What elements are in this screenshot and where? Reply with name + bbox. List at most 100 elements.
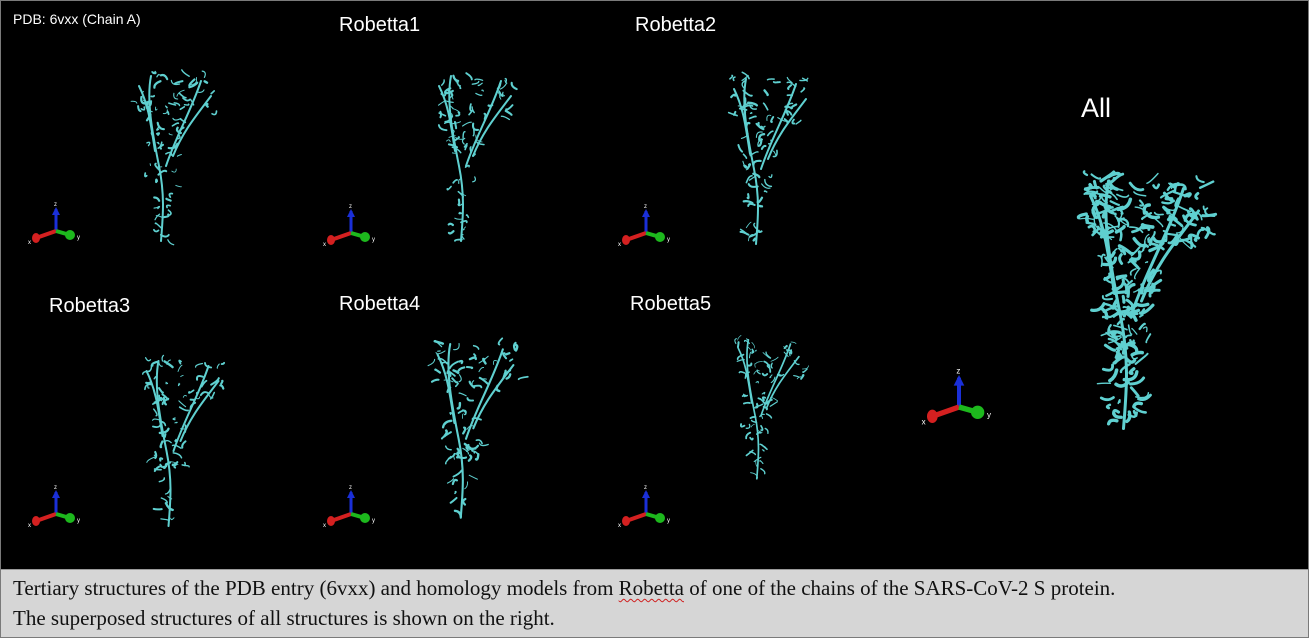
ribbon-segment [172,417,176,421]
ribbon-segment [199,391,210,397]
ribbon-segment [1112,411,1123,419]
ribbon-segment [155,132,161,136]
ribbon-segment [458,374,462,383]
ribbon-segment [464,144,468,151]
ribbon-segment [446,185,452,191]
ribbon-segment [763,360,771,368]
ribbon-segment [458,359,464,365]
ribbon-segment [1109,200,1120,206]
ribbon-segment [747,346,751,351]
axis-y-label: y [372,518,375,524]
ribbon-segment [435,350,446,355]
ribbon-segment [760,125,766,128]
ribbon-segment [447,230,455,235]
ribbon-segment [505,373,512,380]
axis-x-cone [327,235,335,245]
axis-z-arrow [642,209,650,217]
ribbon-segment [465,72,473,81]
ribbon-segment [1186,209,1198,220]
ribbon-segment [190,99,195,106]
ribbon-segment [1142,203,1151,215]
ribbon-segment [220,361,226,366]
ribbon-segment [1119,230,1123,242]
ribbon-segment [764,427,769,435]
ribbon-strand [448,75,464,242]
ribbon-segment [802,368,808,374]
ribbon-segment [499,82,508,90]
ribbon-strand [179,380,220,442]
ribbon-segment [195,362,204,368]
ribbon-segment [1138,322,1146,331]
axis-y-cone [655,232,665,242]
ribbon-segment [739,230,750,236]
ribbon-segment [1121,294,1126,304]
ribbon-segment [159,440,164,449]
ribbon-segment [1076,212,1088,220]
ribbon-segment [1125,334,1132,339]
ribbon-segment [174,421,178,424]
ribbon-segment [1116,193,1130,198]
ribbon-segment [761,443,767,448]
ribbon-segment [1142,244,1148,252]
axis-y-label: y [77,235,80,241]
molecular-viewer: PDB: 6vxx (Chain A) Robetta1 Robetta2 Ro… [1,1,1308,568]
ribbon-segment [1141,226,1151,232]
ribbon-segment [1117,398,1121,405]
ribbon-segment [130,100,138,104]
ribbon-segment [439,110,443,119]
ribbon-segment [1193,237,1198,242]
axis-z-arrow [347,490,355,498]
ribbon-segment [478,367,485,373]
ribbon-segment [466,397,475,402]
ribbon-segment [1085,221,1097,227]
ribbon-segment [763,190,768,193]
ribbon-segment [770,116,775,123]
ribbon-segment [745,423,751,429]
ribbon-segment [759,443,768,451]
ribbon-segment [1130,250,1142,261]
axis-x-cone [32,233,40,243]
ribbon-segment [1108,205,1125,214]
axis-x-label: x [28,523,31,529]
ribbon-segment [748,233,754,242]
ribbon-segment [760,144,767,150]
ribbon-segment [1132,236,1146,248]
ribbon-segment [1099,396,1115,402]
ribbon-strand [138,85,156,152]
ribbon-segment [473,450,479,455]
axis-z-arrow [642,490,650,498]
ribbon-segment [449,496,458,504]
ribbon-segment [448,360,459,370]
ribbon-segment [777,117,787,122]
ribbon-segment [512,341,517,351]
ribbon-segment [211,110,218,116]
ribbon-segment [1129,376,1146,386]
ribbon-segment [455,137,464,140]
ribbon-strand [447,343,464,519]
ribbon-strand [155,360,172,527]
ribbon-segment [452,74,460,83]
ribbon-segment [1107,337,1123,351]
ribbon-segment [178,92,187,99]
ribbon-segment [755,380,759,384]
ribbon-segment [1153,211,1164,216]
ribbon-segment [178,406,189,412]
ribbon-segment [181,461,186,467]
ribbon-segment [1144,210,1161,220]
ribbon-segment [753,370,760,375]
ribbon-segment [1140,308,1146,314]
spellcheck-marked-word: Robetta [618,576,684,600]
ribbon-segment [474,452,480,461]
ribbon-segment [750,423,755,428]
ribbon-segment [1137,393,1152,401]
ribbon-segment [478,442,489,447]
ribbon-segment [177,382,181,387]
ribbon-segment [751,342,755,349]
protein-structure-pdb [130,69,218,246]
caption-text: of one of the chains of the SARS-CoV-2 S… [684,576,1116,600]
caption-line-1: Tertiary structures of the PDB entry (6v… [13,576,1115,601]
ribbon-segment [462,130,466,139]
ribbon-segment [755,122,759,127]
ribbon-segment [1145,333,1152,344]
ribbon-segment [1091,225,1100,237]
